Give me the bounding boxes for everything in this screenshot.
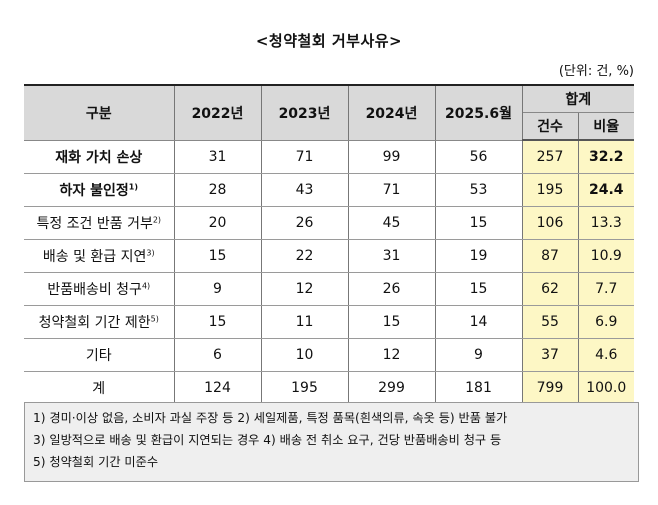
cell-ratio: 7.7 [577,272,635,306]
cell-ratio: 100.0 [577,371,635,406]
cell-count: 257 [521,140,579,174]
row-label-text: 특정 조건 반품 거부 [36,216,153,232]
row-label: 배송 및 환급 지연3) [24,239,175,273]
cell-v2022: 20 [173,206,262,240]
row-label-text: 계 [92,381,106,397]
cell-v2022: 28 [173,173,262,207]
cell-ratio: 6.9 [577,305,635,339]
row-label: 반품배송비 청구4) [24,272,175,306]
table-row: 배송 및 환급 지연3) 15 22 31 19 87 10.9 [24,239,635,273]
row-label-text: 배송 및 환급 지연 [42,249,147,265]
cell-v2025: 15 [434,272,523,306]
cell-v2024: 15 [347,305,436,339]
footnote-marker: 1) [128,182,138,192]
table-row: 청약철회 기간 제한5) 15 11 15 14 55 6.9 [24,305,635,339]
cell-count: 37 [521,338,579,372]
cell-v2025: 14 [434,305,523,339]
cell-v2023: 195 [260,371,349,406]
header-year-2023: 2023년 [260,84,349,141]
row-label: 재화 가치 손상 [24,140,175,174]
table-row: 기타 6 10 12 9 37 4.6 [24,338,635,372]
cell-v2022: 6 [173,338,262,372]
cell-v2025: 53 [434,173,523,207]
cell-v2023: 11 [260,305,349,339]
cell-v2022: 124 [173,371,262,406]
row-label-text: 재화 가치 손상 [55,149,143,166]
table-row: 특정 조건 반품 거부2) 20 26 45 15 106 13.3 [24,206,635,240]
footnotes-box: 1) 경미·이상 없음, 소비자 과실 주장 등 2) 세일제품, 특정 품목(… [24,402,639,482]
row-label: 특정 조건 반품 거부2) [24,206,175,240]
cell-v2025: 9 [434,338,523,372]
table-title: <청약철회 거부사유> [255,32,403,50]
cell-v2024: 31 [347,239,436,273]
row-label-text: 하자 불인정 [59,183,129,199]
cell-v2022: 31 [173,140,262,174]
header-total: 합계 [521,84,635,113]
cell-v2022: 15 [173,305,262,339]
row-label: 기타 [24,338,175,372]
cell-v2022: 15 [173,239,262,273]
cell-v2025: 181 [434,371,523,406]
cell-v2024: 45 [347,206,436,240]
cell-v2024: 99 [347,140,436,174]
cell-count: 106 [521,206,579,240]
cell-v2024: 299 [347,371,436,406]
header-year-2022: 2022년 [173,84,262,141]
cell-v2023: 43 [260,173,349,207]
row-label-text: 기타 [85,348,112,364]
table-row: 반품배송비 청구4) 9 12 26 15 62 7.7 [24,272,635,306]
footnote-marker: 4) [141,281,151,291]
cell-v2024: 12 [347,338,436,372]
table-row: 계 124 195 299 181 799 100.0 [24,371,635,406]
footnote-marker: 3) [146,248,155,258]
header-row: 구분 2022년 2023년 2024년 2025.6월 합계 [24,84,635,141]
cell-v2022: 9 [173,272,262,306]
row-label: 청약철회 기간 제한5) [24,305,175,339]
cell-v2023: 12 [260,272,349,306]
footnote-marker: 2) [152,215,162,225]
cell-count: 55 [521,305,579,339]
row-label: 하자 불인정1) [24,173,175,207]
cell-v2025: 15 [434,206,523,240]
header-year-2025: 2025.6월 [434,84,523,141]
footnote-line: 5) 청약철회 기간 미준수 [33,455,159,469]
footnote-line: 1) 경미·이상 없음, 소비자 과실 주장 등 2) 세일제품, 특정 품목(… [33,411,508,425]
cell-v2023: 71 [260,140,349,174]
header-count: 건수 [522,112,579,141]
cell-count: 195 [521,173,579,207]
cell-v2024: 26 [347,272,436,306]
refusal-reasons-table: 구분 2022년 2023년 2024년 2025.6월 합계 건수 비율 재화… [24,84,635,406]
row-label-text: 청약철회 기간 제한 [38,315,151,331]
cell-ratio: 24.4 [577,173,635,207]
row-label-text: 반품배송비 청구 [47,282,142,298]
cell-ratio: 10.9 [577,239,635,273]
cell-v2023: 26 [260,206,349,240]
cell-count: 87 [521,239,579,273]
cell-count: 62 [521,272,579,306]
footnote-line: 3) 일방적으로 배송 및 환급이 지연되는 경우 4) 배송 전 취소 요구,… [33,433,502,447]
cell-ratio: 13.3 [577,206,635,240]
cell-ratio: 4.6 [577,338,635,372]
header-year-2024: 2024년 [347,84,436,141]
cell-v2025: 19 [434,239,523,273]
cell-v2024: 71 [347,173,436,207]
cell-count: 799 [521,371,579,406]
table-row: 재화 가치 손상 31 71 99 56 257 32.2 [24,140,635,174]
header-subrow: 건수 비율 [24,112,635,141]
header-ratio: 비율 [577,112,635,141]
footnote-marker: 5) [150,314,159,324]
cell-v2025: 56 [434,140,523,174]
unit-label: (단위: 건, %) [558,64,634,79]
cell-v2023: 22 [260,239,349,273]
cell-v2023: 10 [260,338,349,372]
cell-ratio: 32.2 [577,140,635,174]
header-category: 구분 [24,84,175,141]
table-row: 하자 불인정1) 28 43 71 53 195 24.4 [24,173,635,207]
row-label: 계 [24,371,175,406]
